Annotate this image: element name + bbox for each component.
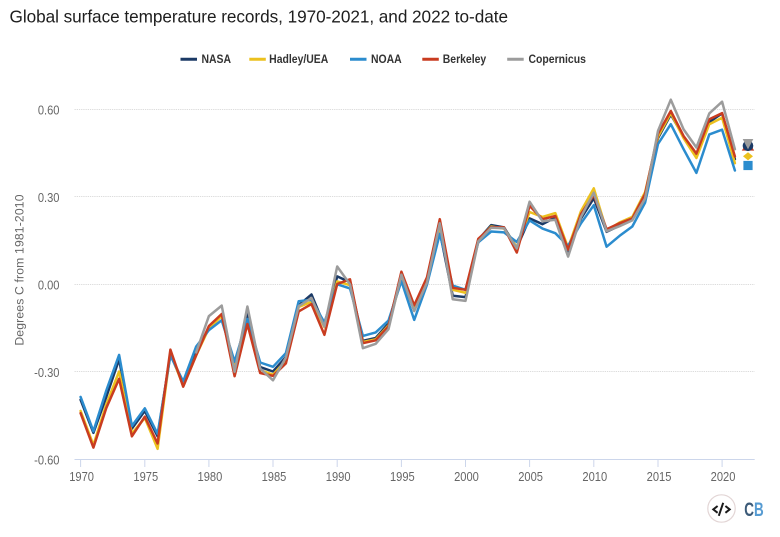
svg-text:Degrees C from 1981-2010: Degrees C from 1981-2010 xyxy=(13,194,27,345)
svg-text:NOAA: NOAA xyxy=(371,53,402,66)
svg-text:2000: 2000 xyxy=(454,469,479,484)
svg-text:0.60: 0.60 xyxy=(38,103,60,118)
svg-text:Copernicus: Copernicus xyxy=(529,53,586,66)
svg-text:1990: 1990 xyxy=(326,469,351,484)
svg-text:-0.60: -0.60 xyxy=(34,453,60,468)
svg-text:Hadley/UEA: Hadley/UEA xyxy=(269,53,328,66)
svg-text:2015: 2015 xyxy=(647,469,672,484)
svg-text:Berkeley: Berkeley xyxy=(443,53,487,66)
svg-text:1980: 1980 xyxy=(198,469,223,484)
svg-text:1995: 1995 xyxy=(390,469,415,484)
svg-text:2005: 2005 xyxy=(518,469,543,484)
svg-text:-0.30: -0.30 xyxy=(34,365,60,380)
svg-text:0.00: 0.00 xyxy=(38,278,60,293)
svg-text:2020: 2020 xyxy=(711,469,736,484)
svg-text:1985: 1985 xyxy=(262,469,287,484)
svg-text:0.30: 0.30 xyxy=(38,190,60,205)
svg-text:2010: 2010 xyxy=(582,469,607,484)
svg-text:NASA: NASA xyxy=(201,53,231,66)
svg-text:1975: 1975 xyxy=(133,469,158,484)
svg-text:1970: 1970 xyxy=(69,469,94,484)
svg-text:CB: CB xyxy=(744,498,763,520)
svg-text:Global surface temperature rec: Global surface temperature records, 1970… xyxy=(10,6,508,26)
